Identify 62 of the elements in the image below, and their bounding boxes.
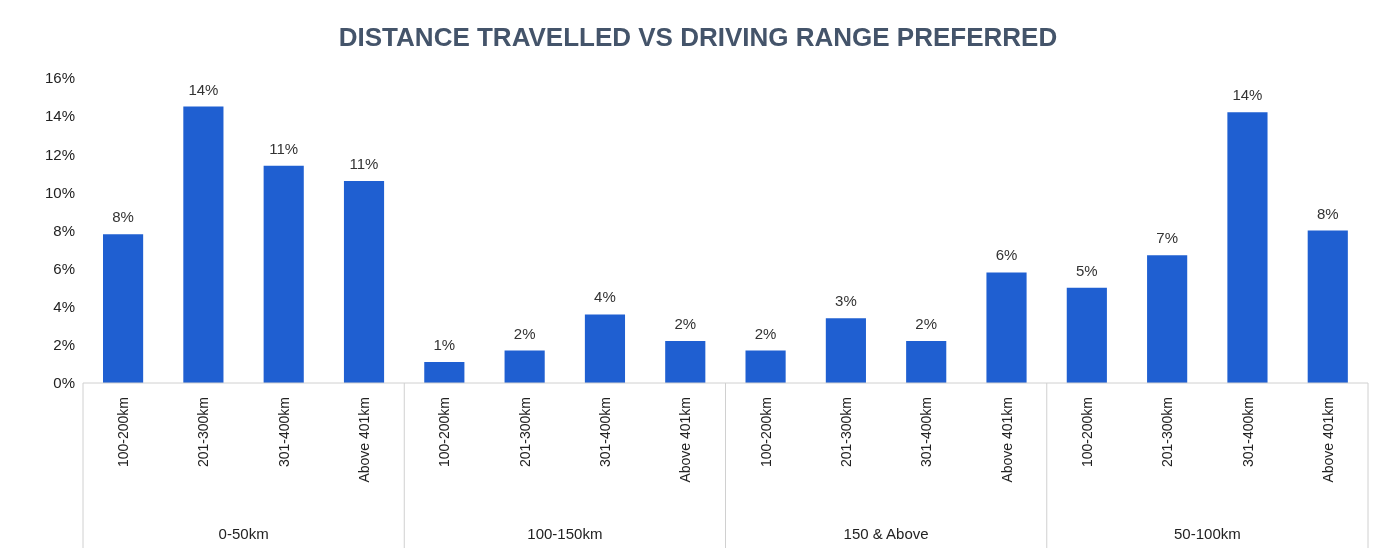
text: 0-50km xyxy=(218,525,269,542)
bar xyxy=(1147,255,1188,383)
bar xyxy=(183,106,224,383)
data-label: 3% xyxy=(835,292,857,310)
x-tick-label: Above 401km xyxy=(356,397,373,483)
bar xyxy=(504,350,545,383)
x-tick-label: 100-200km xyxy=(436,397,453,468)
data-label: 2% xyxy=(513,324,536,342)
bar xyxy=(665,341,706,383)
x-tick-label: 100-200km xyxy=(757,397,774,468)
y-tick-label: 0% xyxy=(53,374,75,392)
y-tick-label: 16% xyxy=(44,69,75,87)
bar xyxy=(1066,287,1107,383)
chart-title: DISTANCE TRAVELLED VS DRIVING RANGE PREFERRED xyxy=(337,22,1059,53)
data-label: 4% xyxy=(594,288,616,306)
x-tick-label: Above 401km xyxy=(998,397,1015,483)
y-tick-label: 14% xyxy=(44,107,75,125)
y-tick-label: 6% xyxy=(53,259,75,277)
x-tick-label: 201-300km xyxy=(837,397,854,468)
data-label: 7% xyxy=(1156,229,1178,247)
x-tick-label: 301-400km xyxy=(918,397,935,468)
data-label: 1% xyxy=(433,336,456,354)
x-tick-label: 201-300km xyxy=(516,397,533,468)
data-label: 8% xyxy=(112,208,134,226)
y-tick-label: 8% xyxy=(53,221,75,239)
x-tick-label: 301-400km xyxy=(1239,397,1256,468)
x-tick-label: 301-400km xyxy=(597,397,614,468)
bar xyxy=(103,234,144,383)
x-tick-label: 100-200km xyxy=(1078,397,1095,468)
data-label: 8% xyxy=(1316,204,1339,222)
y-tick-label: 2% xyxy=(53,336,75,354)
x-tick-label: Above 401km xyxy=(1319,397,1336,483)
x-tick-label: 201-300km xyxy=(1159,397,1176,468)
data-label: 5% xyxy=(1075,261,1098,279)
bar xyxy=(745,350,786,383)
text: 50-100km xyxy=(1174,525,1241,542)
bar xyxy=(584,314,626,383)
data-label: 2% xyxy=(674,315,697,333)
data-label: 14% xyxy=(188,80,219,98)
bar xyxy=(1227,112,1268,383)
text: 150 & Above xyxy=(843,525,929,542)
data-label: 2% xyxy=(754,324,777,342)
bar xyxy=(343,180,385,383)
x-tick-label: 100-200km xyxy=(115,397,132,468)
data-label: 14% xyxy=(1232,86,1263,104)
text: 100-150km xyxy=(527,525,603,542)
bar xyxy=(263,165,304,383)
y-tick-label: 10% xyxy=(44,183,75,201)
data-label: 6% xyxy=(995,246,1018,264)
data-label: 11% xyxy=(349,154,379,172)
y-tick-label: 12% xyxy=(44,145,75,163)
x-tick-label: 301-400km xyxy=(275,397,292,468)
data-label: 2% xyxy=(915,315,938,333)
bar xyxy=(825,318,866,383)
bar xyxy=(1307,230,1348,383)
bar xyxy=(424,362,465,383)
bar xyxy=(986,272,1027,383)
y-tick-label: 4% xyxy=(53,298,75,316)
x-tick-label: Above 401km xyxy=(677,397,694,483)
x-tick-label: 201-300km xyxy=(195,397,212,468)
data-label: 11% xyxy=(269,139,299,157)
bar xyxy=(906,341,947,383)
